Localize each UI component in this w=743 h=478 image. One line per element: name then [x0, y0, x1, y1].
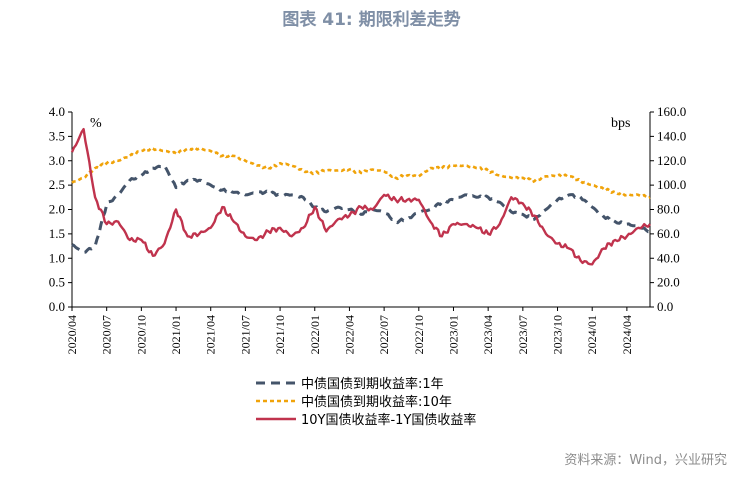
x-tick-label: 2021/01: [169, 315, 183, 354]
chart-series: [70, 127, 651, 266]
left-tick-label: 4.0: [49, 104, 65, 119]
right-tick-label: 20.0: [657, 275, 680, 290]
right-tick-label: 60.0: [657, 226, 680, 241]
legend-label-1y: 中债国债到期收益率:1年: [301, 376, 444, 392]
legend-label-spread: 10Y国债收益率-1Y国债收益率: [301, 412, 476, 428]
left-tick-label: 1.0: [49, 250, 65, 265]
right-tick-label: 0.0: [657, 299, 673, 314]
right-unit-label: bps: [611, 116, 630, 131]
x-tick-label: 2024/01: [585, 315, 599, 354]
left-tick-label: 3.5: [49, 128, 65, 143]
left-tick-label: 1.5: [49, 226, 65, 241]
chart-legend: 中债国债到期收益率:1年 中债国债到期收益率:10年 10Y国债收益率-1Y国债…: [256, 376, 476, 428]
chart-axes: 0.0 0.5 1.0 1.5 2.0 2.5 3.0 3.5 4.0 0.0 20.0 40.0 60…: [49, 104, 687, 354]
legend-label-10y: 中债国债到期收益率:10年: [301, 394, 452, 410]
x-tick-label: 2022/04: [342, 315, 356, 354]
x-tick-label: 2024/04: [620, 315, 634, 354]
x-tick-label: 2022/10: [412, 315, 426, 354]
chart-title: 图表 41: 期限利差走势: [282, 9, 460, 30]
right-tick-label: 140.0: [657, 128, 686, 143]
x-tick-label: 2020/10: [134, 315, 148, 354]
source-note: 资料来源：Wind，兴业研究: [564, 453, 727, 468]
right-tick-label: 120.0: [657, 153, 686, 168]
x-tick-label: 2023/07: [516, 315, 530, 354]
left-tick-label: 0.5: [49, 275, 65, 290]
x-tick-label: 2021/07: [238, 315, 252, 354]
left-unit-label: %: [90, 116, 102, 131]
x-tick-label: 2023/01: [446, 315, 460, 354]
left-tick-label: 2.0: [49, 202, 65, 217]
x-tick-label: 2022/07: [377, 315, 391, 354]
x-tick-label: 2021/04: [204, 315, 218, 354]
left-tick-label: 3.0: [49, 153, 65, 168]
x-tick-label: 2023/10: [551, 315, 565, 354]
left-tick-label: 2.5: [49, 177, 65, 192]
x-tick-label: 2020/04: [65, 315, 79, 354]
right-tick-label: 160.0: [657, 104, 686, 119]
x-tick-label: 2020/07: [100, 315, 114, 354]
x-tick-label: 2023/04: [481, 315, 495, 354]
right-tick-label: 100.0: [657, 177, 686, 192]
right-tick-label: 40.0: [657, 250, 680, 265]
series-1y-line: [71, 164, 651, 254]
left-tick-label: 0.0: [49, 299, 65, 314]
right-tick-label: 80.0: [657, 202, 680, 217]
x-tick-label: 2022/01: [308, 315, 322, 354]
series-10y-line: [71, 146, 651, 200]
series-spread-line: [70, 127, 651, 266]
x-tick-label: 2021/10: [273, 315, 287, 354]
